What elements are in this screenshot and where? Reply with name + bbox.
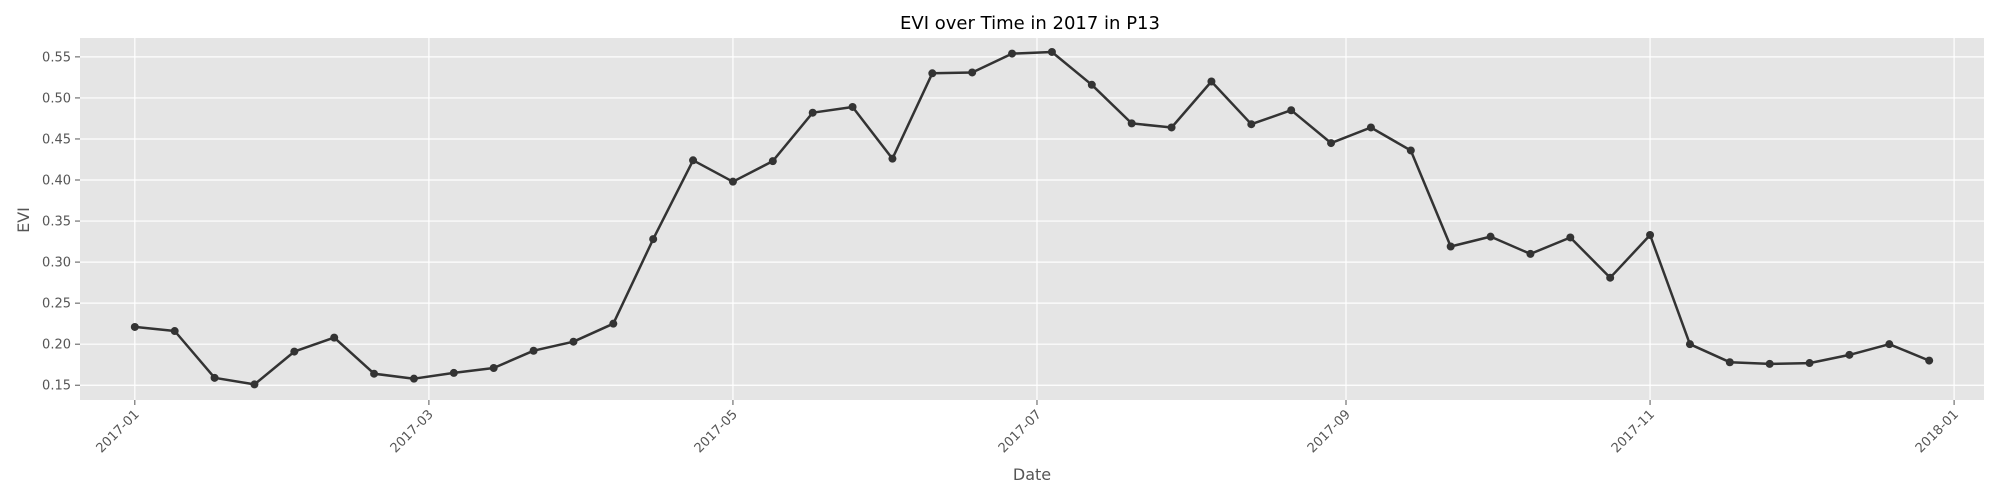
data-point: [210, 373, 219, 382]
data-point: [170, 327, 179, 336]
data-point: [888, 154, 897, 163]
data-point: [449, 368, 458, 377]
series-line: [134, 50, 1930, 386]
x-tick-label: 2017-03: [388, 407, 437, 456]
data-point: [250, 380, 259, 389]
y-tick-label: 0.25: [42, 297, 71, 312]
chart-title: EVI over Time in 2017 in P13: [900, 13, 1160, 34]
data-point: [569, 337, 578, 346]
data-point: [728, 177, 737, 186]
data-point: [968, 68, 977, 77]
x-tick-label: 2017-11: [1609, 407, 1658, 456]
data-point: [1366, 123, 1375, 132]
data-point: [808, 108, 817, 117]
y-tick-label: 0.30: [42, 256, 71, 271]
y-tick-label: 0.40: [42, 174, 71, 189]
data-point: [529, 346, 538, 355]
data-point: [848, 102, 857, 111]
data-point: [928, 69, 937, 78]
y-tick-label: 0.45: [42, 132, 71, 147]
data-point: [1845, 350, 1854, 359]
data-point: [409, 374, 418, 383]
x-tick-label: 2018-01: [1913, 407, 1962, 456]
data-point: [1127, 119, 1136, 128]
x-tick-label: 2017-01: [94, 407, 143, 456]
y-tick-label: 0.55: [42, 50, 71, 65]
data-point: [290, 347, 299, 356]
x-tick-label: 2017-07: [996, 407, 1045, 456]
data-point: [330, 333, 339, 342]
x-axis-ticks: 2017-01 2017-03 2017-05 2017-07 2017-09 2017-…: [94, 400, 1962, 456]
data-point: [1406, 146, 1415, 155]
data-point: [1526, 249, 1535, 258]
data-point: [1925, 356, 1934, 365]
data-point: [1685, 340, 1694, 349]
data-point: [370, 369, 379, 378]
data-point: [1207, 77, 1216, 86]
x-tick-label: 2017-05: [692, 407, 741, 456]
data-point: [1047, 47, 1056, 56]
data-point: [130, 322, 139, 331]
y-tick-label: 0.20: [42, 338, 71, 353]
y-axis-ticks: 0.15 0.20 0.25 0.30 0.35 0.40 0.45 0.50 0.55: [42, 50, 80, 394]
data-point: [649, 235, 658, 244]
data-point: [1885, 340, 1894, 349]
data-point: [1287, 106, 1296, 115]
data-point: [1087, 80, 1096, 89]
y-tick-label: 0.35: [42, 215, 71, 230]
data-point: [1765, 359, 1774, 368]
data-point: [1327, 139, 1336, 148]
data-point: [1606, 273, 1615, 282]
data-point: [1805, 359, 1814, 368]
data-point: [1566, 233, 1575, 242]
grid-lines: [80, 38, 1984, 400]
evi-series: [130, 47, 1934, 389]
x-axis-label: Date: [1013, 465, 1051, 484]
data-point: [1646, 231, 1655, 240]
data-point: [609, 319, 618, 328]
data-point: [1167, 123, 1176, 132]
data-point: [1446, 242, 1455, 251]
data-point: [1725, 358, 1734, 367]
x-tick-label: 2017-09: [1305, 407, 1354, 456]
data-point: [1247, 120, 1256, 129]
data-point: [1486, 232, 1495, 241]
data-point: [689, 156, 698, 165]
y-tick-label: 0.15: [42, 379, 71, 394]
y-tick-label: 0.50: [42, 91, 71, 106]
data-point: [489, 363, 498, 372]
y-axis-label: EVI: [14, 207, 33, 233]
data-point: [768, 157, 777, 166]
plot-area: [80, 38, 1984, 400]
data-point: [1008, 49, 1017, 58]
